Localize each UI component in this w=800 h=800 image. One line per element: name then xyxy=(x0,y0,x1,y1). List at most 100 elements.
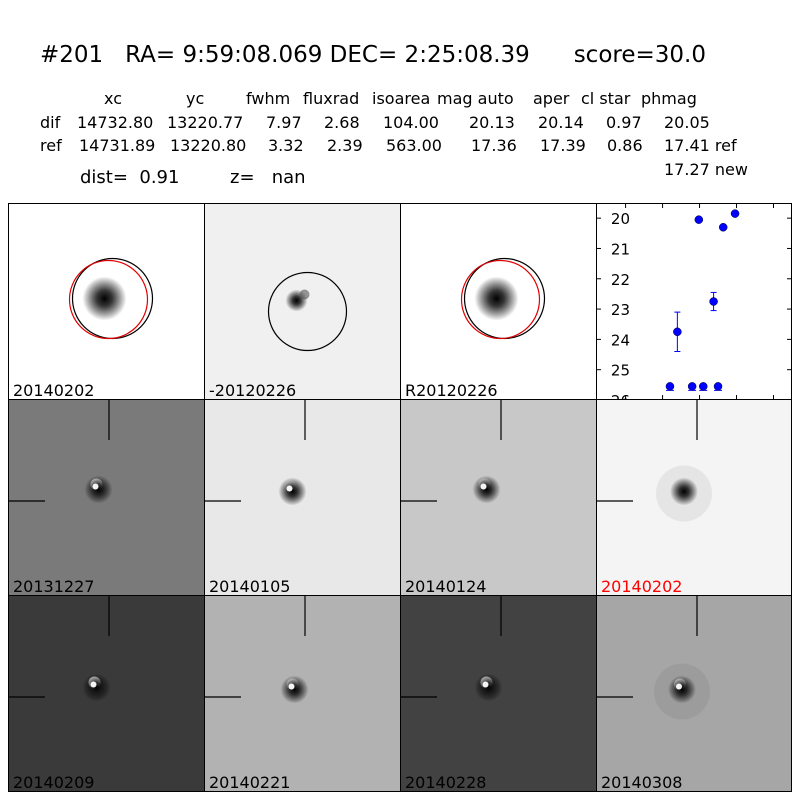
cell-ref-yc: 13220.80 xyxy=(170,136,247,155)
aperture-circle xyxy=(267,271,348,352)
cell-dif-yc: 13220.77 xyxy=(167,113,244,132)
col-header-cl-star: cl star xyxy=(581,89,631,108)
dist-value: dist= 0.91 xyxy=(80,167,180,188)
stamp-label: R20120226 xyxy=(405,381,498,400)
stamp-image xyxy=(597,400,712,522)
col-header-mag-auto: mag auto xyxy=(437,89,514,108)
stamp-label: 20140124 xyxy=(405,577,487,596)
cell-ref-fwhm: 3.32 xyxy=(268,136,304,155)
data-point xyxy=(709,297,718,306)
cell-dif-isoarea: 104.00 xyxy=(383,113,439,132)
source-blob-secondary xyxy=(299,289,310,300)
stamp-epoch-20140105: 20140105 xyxy=(204,399,401,596)
row-label-dif: dif xyxy=(40,113,61,132)
data-point xyxy=(718,222,728,232)
stamp-new: 20140202 xyxy=(8,203,205,400)
page-title: #201 RA= 9:59:08.069 DEC= 2:25:08.39 sco… xyxy=(40,40,706,70)
cell-dif-xc: 14732.80 xyxy=(77,113,154,132)
dipole-core xyxy=(286,485,293,492)
source-blob xyxy=(82,276,127,321)
col-header-aper: aper xyxy=(533,89,570,108)
stamp-label: 20140209 xyxy=(13,773,95,792)
dipole-core xyxy=(676,683,682,690)
y-tick-label: 25 xyxy=(611,362,630,380)
stamp-image xyxy=(401,400,502,504)
col-header-xc: xc xyxy=(104,89,122,108)
cell-ref-fluxrad: 2.39 xyxy=(327,136,363,155)
source-blob xyxy=(670,477,698,506)
stamp-image xyxy=(205,596,309,704)
data-point xyxy=(713,382,723,391)
reference-aperture-circle xyxy=(460,259,541,340)
stamp-image xyxy=(9,400,113,504)
reference-aperture-circle xyxy=(68,259,149,340)
dipole-core xyxy=(92,483,99,490)
stamp-difference: -20120226 xyxy=(204,203,401,400)
data-point xyxy=(665,382,675,391)
source-blob xyxy=(472,475,501,504)
stamp-label: 20140202 xyxy=(13,381,95,400)
y-tick-label: 21 xyxy=(611,240,630,258)
y-tick-label: 22 xyxy=(611,271,630,289)
redshift-value: z= nan xyxy=(230,167,306,188)
col-header-fluxrad: fluxrad xyxy=(303,89,360,108)
stamp-label: 20131227 xyxy=(13,577,95,596)
cell-dif-phmag: 20.05 xyxy=(664,113,710,132)
dec-value: DEC= 2:25:08.39 xyxy=(329,42,530,68)
cell-ref-xc: 14731.89 xyxy=(79,136,156,155)
col-header-phmag: phmag xyxy=(641,89,697,108)
stamp-epoch-20140202: 20140202 xyxy=(596,399,792,596)
col-header-isoarea: isoarea xyxy=(372,89,431,108)
source-blob xyxy=(84,475,113,504)
data-point xyxy=(730,209,740,218)
stamp-epoch-20140209: 20140209 xyxy=(8,595,205,792)
stamp-image xyxy=(460,257,546,340)
cell-ref-mag-auto: 17.36 xyxy=(471,136,517,155)
cell-ref-isoarea: 563.00 xyxy=(386,136,442,155)
cell-dif-cl-star: 0.97 xyxy=(606,113,642,132)
candidate-id: #201 xyxy=(40,42,104,68)
cell-dif-aper: 20.14 xyxy=(538,113,584,132)
stamp-label: -20120226 xyxy=(209,381,297,400)
stamp-image xyxy=(9,596,111,702)
source-blob xyxy=(668,675,696,704)
dipole-core xyxy=(480,483,487,490)
stamp-label: 20140308 xyxy=(601,773,683,792)
cell-ref-aper: 17.39 xyxy=(540,136,586,155)
col-header-yc: yc xyxy=(186,89,205,108)
source-blob xyxy=(474,276,519,321)
stamp-label: 20140221 xyxy=(209,773,291,792)
data-point xyxy=(687,382,697,391)
source-blob xyxy=(280,675,309,704)
source-blob xyxy=(82,673,111,702)
y-tick-label: 20 xyxy=(611,210,630,228)
dipole-core xyxy=(482,681,489,688)
stamp-epoch-20140308: 20140308 xyxy=(596,595,792,792)
stamp-epoch-20140124: 20140124 xyxy=(400,399,597,596)
stamp-label: 20140105 xyxy=(209,577,291,596)
stamp-label: 20140228 xyxy=(405,773,487,792)
cell-ref-phmag: 17.41 ref xyxy=(664,136,737,155)
col-header-fwhm: fwhm xyxy=(246,89,291,108)
data-point xyxy=(694,215,704,224)
y-tick-label: 23 xyxy=(611,301,630,319)
stamp-epoch-20140221: 20140221 xyxy=(204,595,401,792)
ra-value: RA= 9:59:08.069 xyxy=(125,42,323,68)
stamp-image xyxy=(401,596,503,702)
source-blob xyxy=(474,673,503,702)
cell-ref-cl-star: 0.86 xyxy=(607,136,643,155)
stamp-label-current: 20140202 xyxy=(601,577,683,596)
y-tick-label: 24 xyxy=(611,331,630,349)
stamp-image xyxy=(597,596,710,720)
stamp-epoch-20131227: 20131227 xyxy=(8,399,205,596)
dipole-core xyxy=(90,681,97,688)
cell-dif-mag-auto: 20.13 xyxy=(469,113,515,132)
cell-dif-fluxrad: 2.68 xyxy=(324,113,360,132)
source-blob xyxy=(278,477,307,506)
cell-dif-fwhm: 7.97 xyxy=(266,113,302,132)
lightcurve-svg: −100−5005010020212223242526 xyxy=(596,203,792,422)
stamp-image xyxy=(68,257,154,340)
stamp-epoch-20140228: 20140228 xyxy=(400,595,597,792)
stamp-reference: R20120226 xyxy=(400,203,597,400)
stamp-image xyxy=(205,400,307,506)
